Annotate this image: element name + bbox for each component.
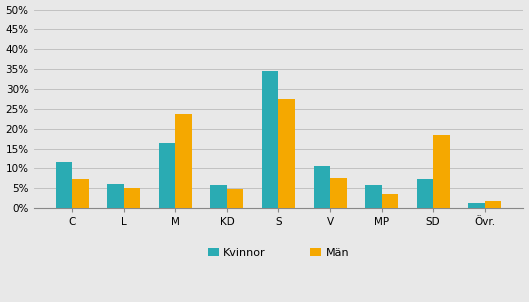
Bar bbox=[365, 185, 381, 208]
Bar bbox=[433, 135, 450, 208]
Bar bbox=[381, 194, 398, 208]
Bar bbox=[211, 185, 227, 208]
Bar bbox=[227, 189, 243, 208]
Bar bbox=[417, 179, 433, 208]
Bar bbox=[72, 179, 89, 208]
Bar bbox=[314, 166, 330, 208]
Bar bbox=[124, 188, 140, 208]
Bar bbox=[107, 184, 124, 208]
Bar bbox=[330, 178, 346, 208]
Bar bbox=[56, 162, 72, 208]
Bar bbox=[485, 201, 501, 208]
Legend: Kvinnor, Män: Kvinnor, Män bbox=[203, 243, 354, 262]
Bar bbox=[159, 143, 176, 208]
Bar bbox=[176, 114, 192, 208]
Bar bbox=[278, 99, 295, 208]
Bar bbox=[468, 203, 485, 208]
Bar bbox=[262, 71, 278, 208]
